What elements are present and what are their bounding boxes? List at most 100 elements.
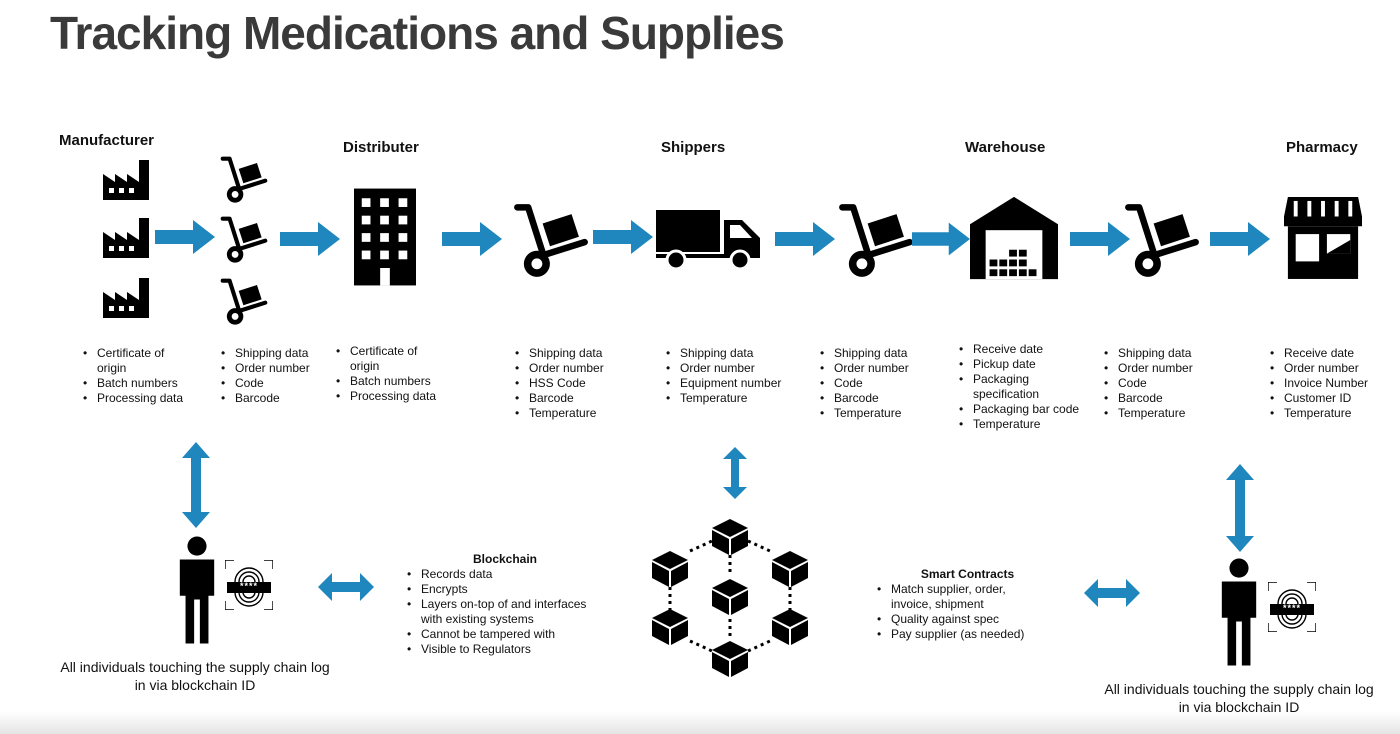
flow-arrow-icon: [1070, 222, 1130, 256]
list-item: Receive date: [958, 342, 1088, 357]
caption-right: All individuals touching the supply chai…: [1104, 681, 1374, 715]
list-item: Code: [1103, 376, 1223, 391]
flow-arrow-icon: [774, 222, 836, 256]
list-item: Processing data: [82, 391, 192, 406]
smart-contracts-heading: Smart Contracts: [920, 567, 1015, 581]
id-card-code: ****: [239, 581, 258, 591]
list-item: Batch numbers: [335, 374, 450, 389]
flow-arrow-icon: [440, 222, 504, 256]
flow-arrow-icon: [593, 220, 653, 254]
list-item: Packaging bar code: [958, 402, 1088, 417]
double-arrow-vertical-icon: [1226, 464, 1254, 552]
list-item: Batch numbers: [82, 376, 192, 391]
id-card-code: ****: [1282, 603, 1301, 613]
hand-truck-icon: [1124, 203, 1200, 279]
factory-icon: [103, 278, 149, 318]
stage-items-transfer-2: Shipping data Order number HSS Code Barc…: [514, 346, 634, 421]
flow-arrow-icon: [1210, 222, 1270, 256]
stage-heading-manufacturer: Manufacturer: [59, 132, 155, 149]
list-item: Temperature: [514, 406, 634, 421]
list-item: Customer ID: [1269, 391, 1394, 406]
list-item: Certificate of origin: [335, 344, 450, 374]
list-item: Pickup date: [958, 357, 1088, 372]
stage-heading-shippers: Shippers: [661, 139, 726, 156]
list-item: HSS Code: [514, 376, 634, 391]
list-item: Pay supplier (as needed): [876, 627, 1041, 642]
double-arrow-horizontal-icon: [1084, 579, 1140, 607]
list-item: Barcode: [514, 391, 634, 406]
list-item: Temperature: [958, 417, 1088, 432]
list-item: Order number: [819, 361, 939, 376]
stage-heading-distributer: Distributer: [343, 139, 419, 156]
list-item: Records data: [406, 567, 606, 582]
list-item: Layers on-top of and interfaces with exi…: [406, 597, 606, 627]
flow-arrow-icon: [280, 222, 340, 256]
page-title: Tracking Medications and Supplies: [50, 7, 785, 59]
smart-contracts-items: Match supplier, order, invoice, shipment…: [876, 582, 1041, 642]
blockchain-heading: Blockchain: [472, 552, 538, 566]
delivery-truck-icon: [656, 210, 760, 270]
stage-items-distributer: Certificate of origin Batch numbers Proc…: [335, 344, 450, 404]
hand-truck-icon: [838, 203, 914, 279]
factory-icon: [103, 160, 149, 200]
list-item: Visible to Regulators: [406, 642, 606, 657]
pharmacy-store-icon: [1284, 196, 1362, 280]
list-item: Barcode: [220, 391, 330, 406]
list-item: Order number: [514, 361, 634, 376]
person-icon: [176, 536, 218, 644]
list-item: Shipping data: [665, 346, 805, 361]
list-item: Shipping data: [819, 346, 939, 361]
list-item: Barcode: [1103, 391, 1223, 406]
list-item: Receive date: [1269, 346, 1394, 361]
stage-heading-pharmacy: Pharmacy: [1286, 139, 1358, 156]
double-arrow-vertical-icon: [182, 442, 210, 528]
list-item: Order number: [1269, 361, 1394, 376]
stage-items-warehouse: Receive date Pickup date Packaging speci…: [958, 342, 1088, 432]
list-item: Equipment number: [665, 376, 805, 391]
hand-truck-icon: [513, 203, 589, 279]
stage-items-transfer-1: Shipping data Order number Code Barcode: [220, 346, 330, 406]
list-item: Temperature: [665, 391, 805, 406]
hand-truck-icon: [220, 278, 268, 326]
blockchain-network-icon: [652, 519, 808, 677]
list-item: Quality against spec: [876, 612, 1041, 627]
caption-left: All individuals touching the supply chai…: [60, 659, 330, 693]
flow-arrow-icon: [155, 220, 215, 254]
stage-items-pharmacy: Receive date Order number Invoice Number…: [1269, 346, 1394, 421]
stage-items-transfer-3: Shipping data Order number Code Barcode …: [819, 346, 939, 421]
list-item: Temperature: [819, 406, 939, 421]
blockchain-items: Records data Encrypts Layers on-top of a…: [406, 567, 606, 657]
list-item: Match supplier, order, invoice, shipment: [876, 582, 1041, 612]
list-item: Certificate of origin: [82, 346, 192, 376]
list-item: Order number: [1103, 361, 1223, 376]
list-item: Barcode: [819, 391, 939, 406]
double-arrow-horizontal-icon: [318, 573, 374, 601]
warehouse-icon: [970, 196, 1058, 280]
hand-truck-icon: [220, 216, 268, 264]
stage-heading-warehouse: Warehouse: [965, 139, 1046, 156]
list-item: Encrypts: [406, 582, 606, 597]
stage-items-shippers: Shipping data Order number Equipment num…: [665, 346, 805, 406]
list-item: Order number: [220, 361, 330, 376]
list-item: Packaging specification: [958, 372, 1058, 402]
list-item: Temperature: [1103, 406, 1223, 421]
list-item: Processing data: [335, 389, 450, 404]
person-icon: [1218, 558, 1260, 666]
office-building-icon: [354, 188, 416, 286]
bottom-shadow: [0, 712, 1400, 734]
list-item: Temperature: [1269, 406, 1394, 421]
list-item: Shipping data: [220, 346, 330, 361]
list-item: Order number: [665, 361, 805, 376]
list-item: Shipping data: [1103, 346, 1223, 361]
list-item: Shipping data: [514, 346, 634, 361]
list-item: Code: [220, 376, 330, 391]
list-item: Code: [819, 376, 939, 391]
double-arrow-vertical-icon: [723, 447, 747, 499]
stage-items-transfer-4: Shipping data Order number Code Barcode …: [1103, 346, 1223, 421]
stage-items-manufacturer: Certificate of origin Batch numbers Proc…: [82, 346, 192, 406]
list-item: Cannot be tampered with: [406, 627, 606, 642]
factory-icon: [103, 218, 149, 258]
list-item: Invoice Number: [1269, 376, 1394, 391]
flow-arrow-icon: [912, 222, 970, 256]
hand-truck-icon: [220, 156, 268, 204]
